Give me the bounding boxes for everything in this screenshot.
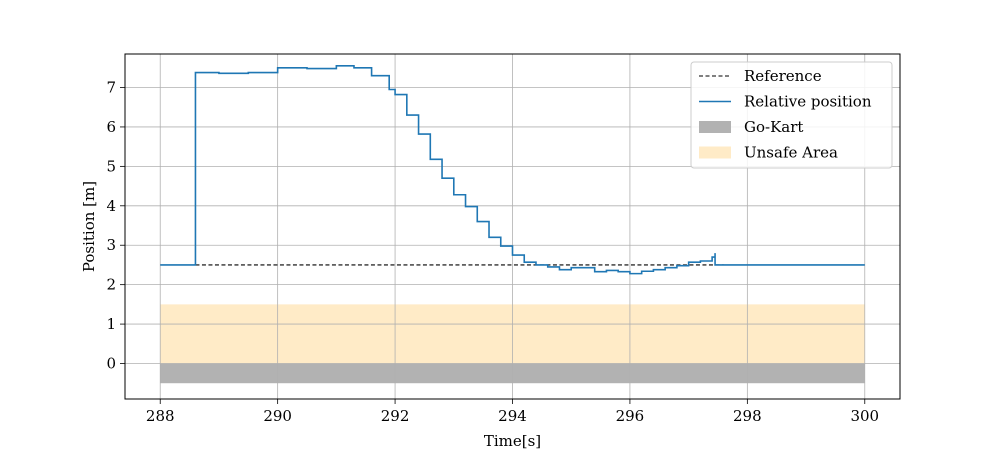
legend-label: Reference: [744, 67, 822, 85]
y-tick-label: 7: [106, 79, 116, 97]
legend-label: Go-Kart: [744, 118, 803, 136]
x-tick-label: 300: [850, 407, 879, 425]
y-tick-label: 1: [106, 315, 116, 333]
x-tick-label: 298: [733, 407, 762, 425]
legend-swatch: [699, 121, 731, 133]
y-tick-label: 3: [106, 236, 116, 254]
legend-label: Relative position: [744, 93, 872, 111]
x-tick-label: 294: [498, 407, 527, 425]
x-axis-label: Time[s]: [484, 432, 541, 449]
legend: Reference Relative position Go-Kart Unsafe …: [690, 61, 893, 169]
legend-label: Unsafe Area: [744, 144, 838, 162]
y-axis-label: Position [m]: [80, 181, 98, 272]
y-tick-label: 5: [106, 157, 116, 175]
y-tick-label: 4: [106, 197, 116, 215]
ticks: 288 290 292 294 296 298 300 0 1 2 3 4 5 6 7: [106, 79, 879, 425]
x-tick-label: 296: [616, 407, 645, 425]
x-tick-label: 290: [263, 407, 292, 425]
legend-swatch: [699, 146, 731, 159]
y-tick-label: 2: [106, 276, 116, 294]
x-tick-label: 288: [146, 407, 175, 425]
y-tick-label: 6: [106, 118, 116, 136]
y-tick-label: 0: [106, 355, 116, 373]
series-line-relative-position: [160, 65, 865, 275]
x-tick-label: 292: [381, 407, 410, 425]
series-lines: [160, 65, 865, 275]
legend-box: [690, 61, 893, 169]
